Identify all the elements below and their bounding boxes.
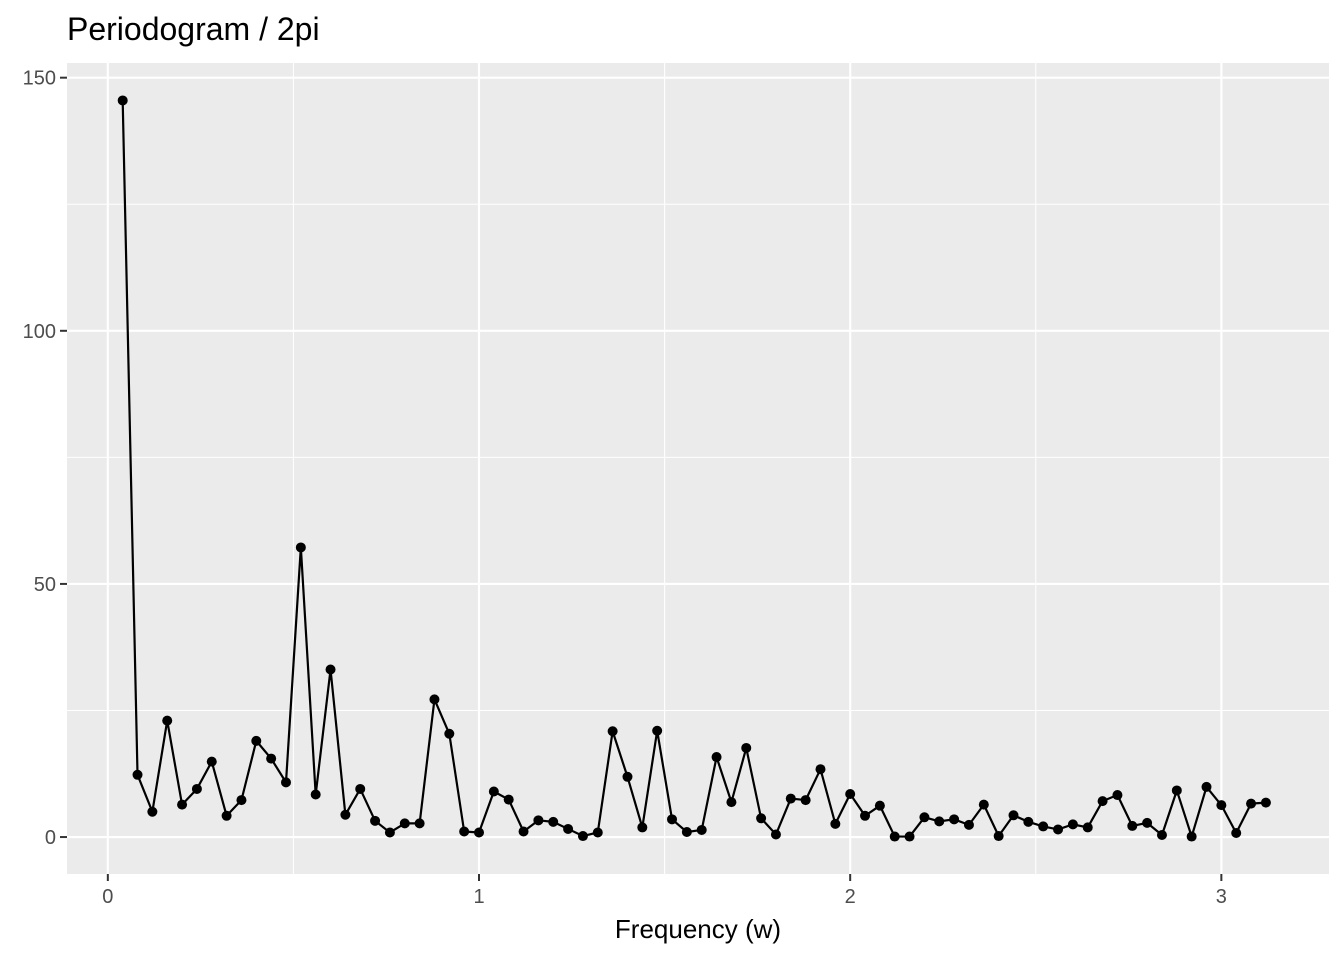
- data-point: [800, 795, 811, 806]
- plot-panel: [67, 63, 1329, 874]
- major-gridlines: [67, 63, 1329, 874]
- data-point: [860, 810, 871, 821]
- data-point: [563, 823, 574, 834]
- y-tick-label: 100: [23, 321, 56, 343]
- x-tick-label: 1: [473, 886, 484, 908]
- data-point: [830, 818, 841, 829]
- y-tick-label: 50: [34, 574, 56, 596]
- data-point: [770, 829, 781, 840]
- data-point: [236, 795, 247, 806]
- data-point: [1038, 821, 1049, 832]
- data-point: [533, 815, 544, 826]
- data-point: [963, 819, 974, 830]
- data-point: [117, 95, 128, 106]
- data-point: [919, 812, 930, 823]
- data-point: [191, 783, 202, 794]
- x-axis-title: Frequency (w): [615, 914, 781, 944]
- data-point: [577, 831, 588, 842]
- data-point: [147, 806, 158, 817]
- data-point: [1008, 810, 1019, 821]
- data-point: [978, 799, 989, 810]
- data-point: [993, 831, 1004, 842]
- data-point: [1097, 796, 1108, 807]
- data-point: [1023, 816, 1034, 827]
- data-point: [904, 831, 915, 842]
- data-point: [310, 789, 321, 800]
- x-tick-label: 0: [102, 886, 113, 908]
- data-point: [652, 725, 663, 736]
- data-point: [399, 818, 410, 829]
- data-point: [1067, 819, 1078, 830]
- data-point: [177, 799, 188, 810]
- data-point: [280, 777, 291, 788]
- data-point: [1186, 831, 1197, 842]
- series-layer: [117, 95, 1271, 842]
- data-point: [132, 769, 143, 780]
- x-tick-label: 2: [845, 886, 856, 908]
- data-point: [1112, 790, 1123, 801]
- data-point: [934, 816, 945, 827]
- data-point: [1246, 798, 1257, 809]
- data-point: [1231, 827, 1242, 838]
- data-point: [474, 827, 485, 838]
- data-point: [1053, 824, 1064, 835]
- data-point: [1260, 797, 1271, 808]
- data-point: [874, 800, 885, 811]
- data-point: [681, 826, 692, 837]
- data-point: [548, 816, 559, 827]
- data-point: [1127, 820, 1138, 831]
- data-point: [815, 764, 826, 775]
- data-point: [1171, 785, 1182, 796]
- data-point: [889, 831, 900, 842]
- data-point: [1156, 830, 1167, 841]
- data-point: [295, 542, 306, 553]
- data-point: [1201, 781, 1212, 792]
- x-axis: 0 1 2 3: [102, 874, 1227, 908]
- y-tick-label: 150: [23, 68, 56, 90]
- y-tick-label: 0: [45, 827, 56, 849]
- x-tick-label: 3: [1216, 886, 1227, 908]
- data-point: [667, 814, 678, 825]
- data-point: [1216, 800, 1227, 811]
- data-point: [206, 756, 217, 767]
- data-point: [414, 818, 425, 829]
- data-point: [488, 786, 499, 797]
- data-point: [162, 715, 173, 726]
- data-point: [756, 813, 767, 824]
- data-point: [696, 824, 707, 835]
- data-point: [370, 815, 381, 826]
- data-point: [266, 753, 277, 764]
- data-point: [592, 827, 603, 838]
- data-point: [340, 809, 351, 820]
- data-point: [607, 726, 618, 737]
- data-point: [518, 826, 529, 837]
- data-point: [459, 826, 470, 837]
- data-point: [221, 810, 232, 821]
- data-point: [1142, 817, 1153, 828]
- data-points: [117, 95, 1271, 842]
- y-axis: 0 50 100 150: [23, 68, 67, 849]
- data-point: [637, 822, 648, 833]
- data-point: [726, 797, 737, 808]
- data-point: [785, 793, 796, 804]
- data-point: [741, 742, 752, 753]
- data-point: [845, 789, 856, 800]
- data-point: [325, 664, 336, 675]
- data-point: [622, 771, 633, 782]
- data-point: [355, 783, 366, 794]
- data-point: [711, 752, 722, 763]
- minor-gridlines: [67, 63, 1329, 874]
- data-point: [503, 794, 514, 805]
- data-point: [444, 728, 455, 739]
- chart-title: Periodogram / 2pi: [67, 11, 320, 47]
- data-point: [384, 827, 395, 838]
- data-point: [251, 735, 262, 746]
- data-point: [429, 694, 440, 705]
- data-point: [1082, 822, 1093, 833]
- data-point: [949, 814, 960, 825]
